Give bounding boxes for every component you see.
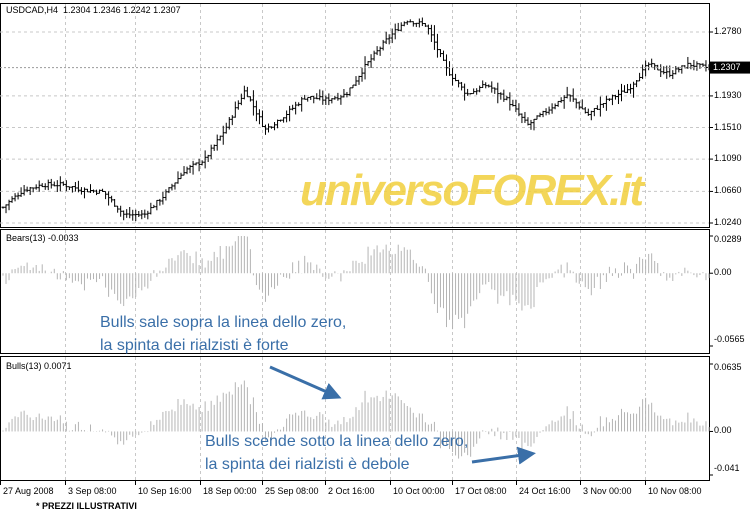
arrow-icon — [471, 446, 536, 465]
annotation-line: Bulls sale sopra la linea dello zero, — [100, 314, 347, 331]
price-tick-label: 1.0660 — [714, 185, 742, 196]
bulls-tick-label: -0.041 — [714, 463, 740, 473]
time-tick-label: 2 Oct 16:00 — [328, 486, 375, 496]
time-tick-label: 18 Sep 00:00 — [203, 486, 257, 496]
price-tick-label: 1.2780 — [714, 26, 742, 36]
price-tick-label: 1.1510 — [714, 121, 742, 132]
bears-title: Bears(13) -0.0033 — [6, 233, 79, 243]
annotation-line: la spinta dei rialzisti è forte — [100, 337, 289, 354]
bulls-tick-label: 0.00 — [714, 425, 732, 436]
panel-2 — [0, 356, 710, 481]
panel-1 — [0, 229, 710, 354]
time-tick-label: 10 Sep 16:00 — [138, 486, 192, 496]
symbol-header: USDCAD,H4 1.2304 1.2346 1.2242 1.2307 — [6, 5, 181, 15]
time-tick-label: 3 Nov 00:00 — [583, 486, 632, 496]
price-tick-label: 1.1090 — [714, 153, 742, 164]
current-price-box — [710, 61, 750, 74]
bulls-title: Bulls(13) 0.0071 — [6, 361, 72, 371]
annotation-bulls-below: Bulls scende sotto la linea dello zero, … — [205, 430, 468, 476]
time-tick-label: 17 Oct 08:00 — [455, 486, 507, 496]
annotation-line: la spinta dei rialzisti è debole — [205, 456, 410, 473]
time-tick-label: 25 Sep 08:00 — [265, 486, 319, 496]
watermark: universoFOREX.it — [300, 166, 644, 215]
time-tick-label: 10 Nov 08:00 — [648, 486, 702, 496]
time-tick-label: 10 Oct 00:00 — [393, 486, 445, 496]
bulls-tick-label: 0.0635 — [714, 362, 742, 372]
footnote: * PREZZI ILLUSTRATIVI — [36, 501, 137, 511]
arrow-icon — [269, 365, 342, 400]
annotation-bulls-above: Bulls sale sopra la linea dello zero, la… — [100, 311, 346, 357]
bears-tick-label: 0.0289 — [714, 234, 742, 244]
time-tick-label: 27 Aug 2008 — [3, 486, 54, 496]
ohlc-values: 1.2304 1.2346 1.2242 1.2307 — [63, 5, 181, 15]
panel-0 — [0, 3, 710, 228]
bears-tick-label: 0.00 — [714, 267, 732, 278]
symbol-name: USDCAD,H4 — [6, 5, 59, 15]
annotation-line: Bulls scende sotto la linea dello zero, — [205, 433, 469, 450]
time-tick-label: 24 Oct 16:00 — [519, 486, 571, 496]
current-price-label: 1.2307 — [713, 61, 741, 72]
price-tick-label: 1.0240 — [714, 217, 742, 227]
time-tick-label: 3 Sep 08:00 — [68, 486, 117, 496]
price-tick-label: 1.1930 — [714, 89, 742, 100]
bears-tick-label: -0.0565 — [714, 334, 745, 344]
